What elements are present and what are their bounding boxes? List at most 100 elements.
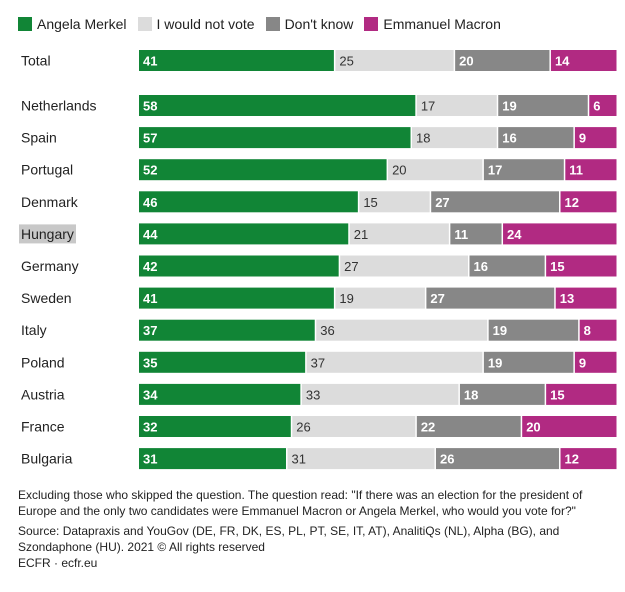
data-label: 26: [296, 420, 310, 435]
data-label: 16: [502, 131, 516, 146]
category-label: Sweden: [21, 290, 72, 306]
bar-segment: [416, 95, 497, 116]
category-label: Germany: [21, 258, 79, 274]
data-label: 27: [430, 291, 444, 306]
bar-segment: [139, 50, 334, 71]
bar-segment: [555, 287, 617, 309]
bar-segment: [388, 159, 483, 181]
data-label: 19: [493, 323, 507, 338]
data-label: 9: [579, 131, 586, 146]
data-label: 17: [488, 163, 502, 178]
bar-segment: [431, 191, 560, 213]
data-label: 44: [143, 227, 158, 242]
data-label: 27: [344, 259, 358, 274]
bar-segment: [287, 448, 435, 470]
data-label: 42: [143, 259, 157, 274]
bar-segment: [139, 287, 334, 309]
data-label: 37: [311, 355, 325, 370]
bar-segment: [139, 448, 286, 470]
category-label: France: [21, 419, 65, 435]
bar-segment: [498, 95, 588, 116]
bar-segment: [139, 191, 358, 213]
data-label: 17: [421, 99, 435, 114]
data-label: 20: [459, 54, 473, 69]
bar-segment: [316, 319, 488, 341]
legend: Angela Merkel I would not vote Don't know E…: [18, 14, 512, 34]
data-label: 16: [474, 259, 488, 274]
bar-segment: [292, 416, 416, 437]
bar-segment: [546, 383, 617, 405]
legend-label: I would not vote: [156, 16, 255, 32]
category-label: Netherlands: [21, 98, 97, 114]
bar-segment: [550, 50, 617, 71]
legend-swatch: [265, 17, 280, 31]
data-label: 11: [454, 227, 468, 242]
data-label: 41: [143, 291, 157, 306]
source-note: Source: Datapraxis and YouGov (DE, FR, D…: [18, 524, 560, 554]
data-label: 52: [143, 163, 157, 178]
bar-segment: [574, 351, 617, 373]
data-label: 20: [392, 163, 406, 178]
data-label: 27: [435, 195, 449, 210]
bar-segment: [139, 383, 301, 405]
data-label: 36: [320, 323, 334, 338]
data-label: 19: [488, 355, 502, 370]
bar-segment: [301, 383, 459, 405]
data-label: 21: [354, 227, 368, 242]
bar-segment: [560, 448, 617, 470]
bar-segment: [139, 95, 416, 116]
legend-label: Don't know: [284, 16, 354, 32]
question-note: Excluding those who skipped the question…: [18, 488, 583, 518]
bar-segment: [139, 223, 349, 245]
legend-item: Angela Merkel: [18, 16, 127, 32]
data-label: 58: [143, 99, 157, 114]
bar-segment: [306, 351, 483, 373]
legend-item: I would not vote: [137, 16, 255, 32]
data-label: 15: [550, 259, 564, 274]
data-label: 13: [560, 291, 574, 306]
credit-note: ECFR · ecfr.eu: [18, 556, 98, 570]
category-label: Austria: [21, 386, 65, 402]
bar-segment: [589, 95, 617, 116]
data-label: 18: [464, 387, 478, 402]
bar-segment: [565, 159, 617, 181]
bar-segment: [522, 416, 617, 437]
bar-segment: [139, 319, 315, 341]
bar-segment: [459, 383, 545, 405]
data-label: 18: [416, 131, 430, 146]
bar-segment: [139, 127, 411, 149]
legend-label: Angela Merkel: [37, 16, 127, 32]
legend-swatch: [364, 17, 379, 31]
category-label: Total: [21, 53, 51, 69]
data-label: 15: [363, 195, 377, 210]
data-label: 11: [569, 163, 583, 178]
bar-segment: [412, 127, 497, 149]
data-label: 57: [143, 131, 157, 146]
bar-segment: [139, 255, 339, 277]
category-label: Spain: [21, 130, 57, 146]
data-label: 33: [306, 387, 320, 402]
data-label: 37: [143, 323, 157, 338]
bar-segment: [469, 255, 545, 277]
data-label: 41: [143, 54, 157, 69]
data-label: 46: [143, 195, 157, 210]
legend-label: Emmanuel Macron: [383, 16, 501, 32]
bar-segment: [450, 223, 502, 245]
stacked-bar-chart: Total 41 25 20 14 Netherlands 58 17 19 6 Spain 57 18…: [19, 50, 617, 470]
category-label: Denmark: [21, 194, 79, 210]
data-label: 34: [143, 387, 158, 402]
bar-segment: [340, 255, 469, 277]
category-label: Italy: [21, 322, 47, 338]
data-label: 9: [579, 355, 586, 370]
bar-segment: [335, 287, 425, 309]
bar-segment: [139, 159, 387, 181]
bar-segment: [483, 351, 574, 373]
bar-segment: [335, 50, 454, 71]
bar-segment: [574, 127, 617, 149]
data-label: 20: [526, 420, 540, 435]
data-label: 31: [143, 452, 157, 467]
highlight-background: [19, 224, 76, 244]
data-label: 26: [440, 452, 454, 467]
bar-segment: [139, 351, 306, 373]
bar-segment: [359, 191, 430, 213]
